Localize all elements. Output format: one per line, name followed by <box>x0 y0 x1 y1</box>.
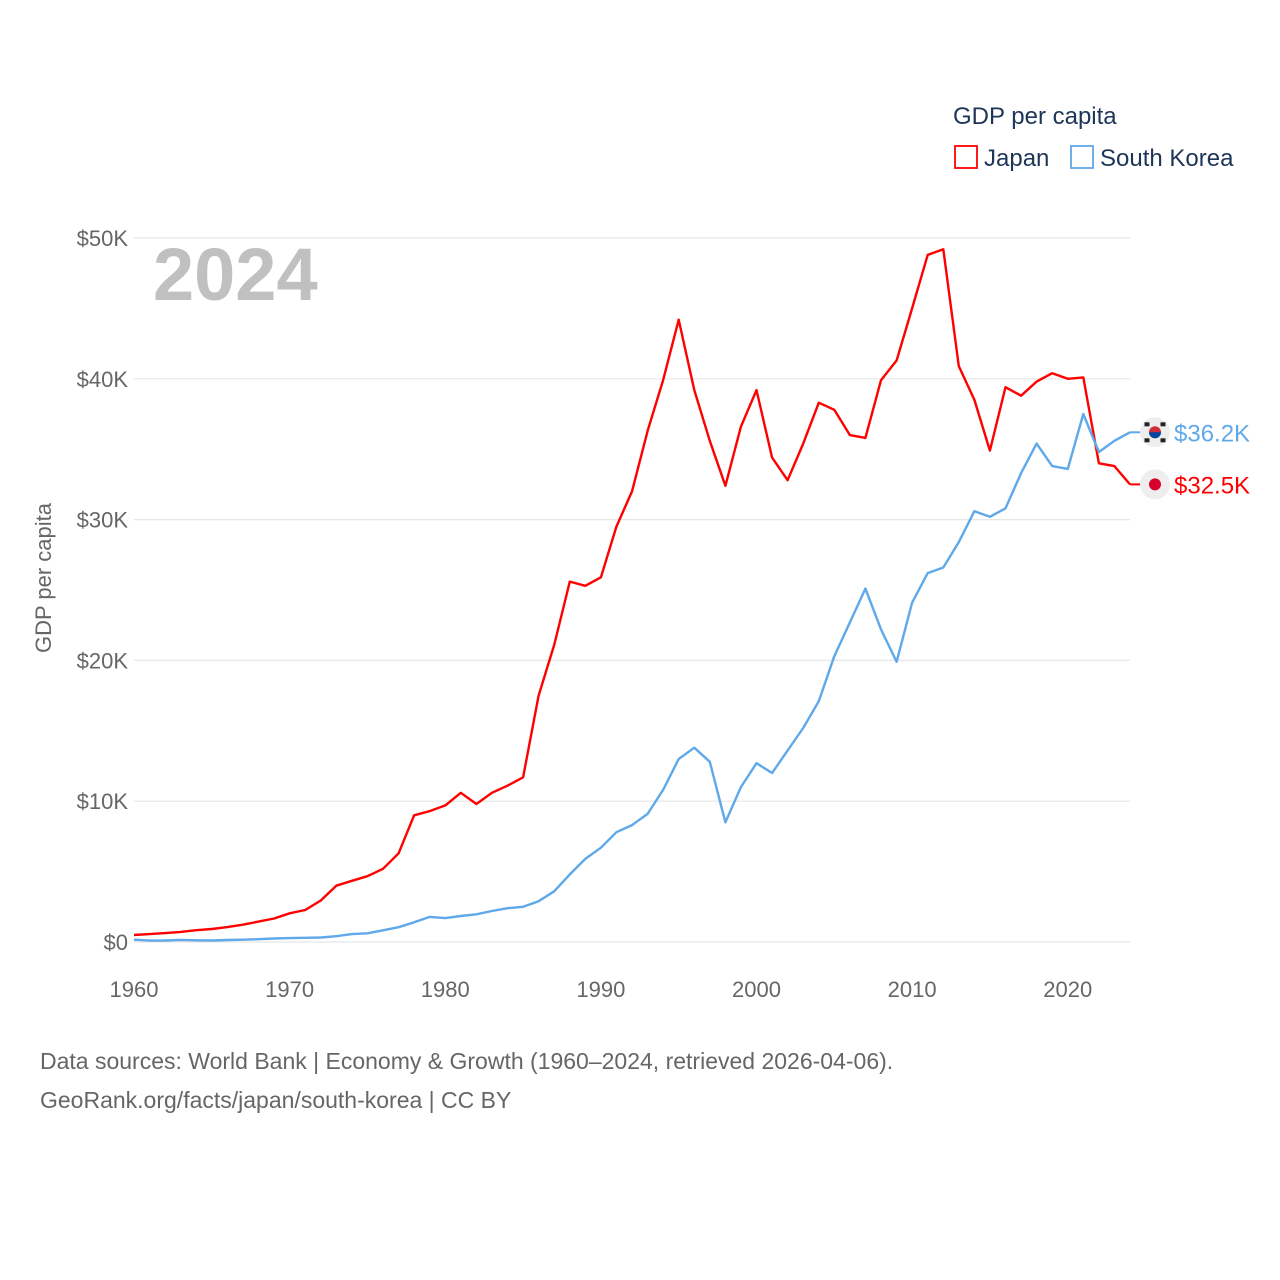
south-korea-flag-icon <box>1140 417 1170 448</box>
end-value-label-japan: $32.5K <box>1174 472 1250 499</box>
legend-label-south-korea: South Korea <box>1100 145 1234 172</box>
y-axis-label: GDP per capita <box>31 502 56 653</box>
y-tick-label: $30K <box>77 508 129 533</box>
x-tick-label: 2000 <box>732 977 781 1002</box>
y-tick-label: $10K <box>77 789 129 814</box>
year-watermark: 2024 <box>153 233 318 316</box>
legend-swatch-south-korea <box>1070 145 1094 169</box>
gridlines <box>134 237 1130 943</box>
legend-label-japan: Japan <box>984 145 1049 172</box>
x-tick-label: 2010 <box>888 977 937 1002</box>
japan-flag-icon <box>1140 469 1170 500</box>
x-tick-label: 2020 <box>1043 977 1092 1002</box>
x-tick-label: 1960 <box>110 977 159 1002</box>
source-line-1: Data sources: World Bank | Economy & Gro… <box>40 1048 893 1074</box>
y-tick-label: $50K <box>77 226 129 251</box>
y-axis-ticks: $0 $10K $20K $30K $40K $50K <box>77 226 129 955</box>
y-tick-label: $20K <box>77 648 129 673</box>
series-line-japan <box>133 248 1131 937</box>
source-line-2[interactable]: GeoRank.org/facts/japan/south-korea | CC… <box>40 1087 511 1113</box>
end-labels: $32.5K $36.2K <box>1130 417 1250 500</box>
legend-title: GDP per capita <box>953 103 1117 130</box>
x-tick-label: 1990 <box>576 977 625 1002</box>
y-tick-label: $0 <box>104 930 128 955</box>
y-tick-label: $40K <box>77 367 129 392</box>
legend-item-japan[interactable]: Japan <box>954 145 1049 172</box>
series-line-south-korea <box>133 412 1131 942</box>
series-lines <box>133 248 1131 942</box>
end-value-label-south-korea: $36.2K <box>1174 420 1250 447</box>
legend-swatch-japan <box>954 145 978 169</box>
legend-item-south-korea[interactable]: South Korea <box>1070 145 1234 172</box>
x-axis-ticks: 1960 1970 1980 1990 2000 2010 2020 <box>110 977 1093 1002</box>
x-tick-label: 1970 <box>265 977 314 1002</box>
x-tick-label: 1980 <box>421 977 470 1002</box>
